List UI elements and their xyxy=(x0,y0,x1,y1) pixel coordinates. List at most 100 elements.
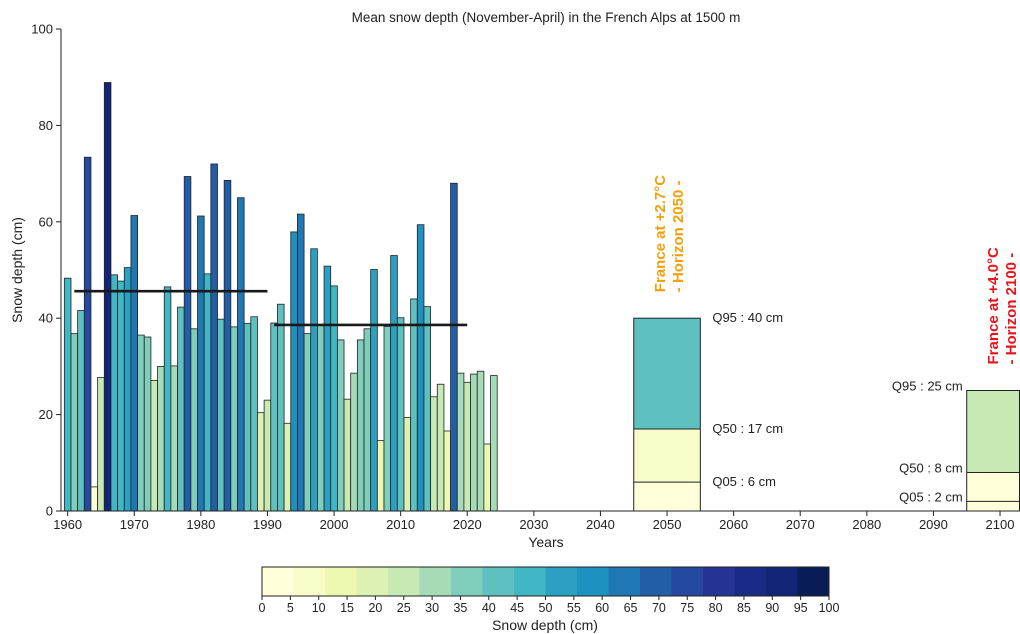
proj-2100-below-q05-box xyxy=(966,501,1020,511)
colorbar-swatch-6 xyxy=(451,567,483,596)
colorbar-tick-label-90: 90 xyxy=(765,601,779,615)
bar-1963 xyxy=(83,156,92,512)
y-tick-label-40: 40 xyxy=(39,311,53,326)
bar-2021 xyxy=(470,373,478,512)
colorbar: 0 5 10 15 20 25 30 35 40 45 50 55 60 65 70 75 80 85 90 95 10… xyxy=(259,566,840,615)
y-axis-label: Snow depth (cm) xyxy=(9,217,25,323)
bar-2017 xyxy=(443,430,451,512)
x-tick-label-2080: 2080 xyxy=(852,517,881,532)
proj-2050-below-q05-box xyxy=(633,482,701,511)
colorbar-swatch-7 xyxy=(482,567,515,596)
colorbar-swatch-4 xyxy=(388,567,420,596)
bar-2024 xyxy=(490,375,498,512)
bar-2001 xyxy=(336,339,345,512)
colorbar-swatch-12 xyxy=(640,567,672,596)
y-tick-label-100: 100 xyxy=(31,22,53,37)
bar-1980 xyxy=(197,215,205,512)
bar-2003 xyxy=(350,372,358,512)
bar-2002 xyxy=(343,398,352,512)
colorbar-tick-label-100: 100 xyxy=(819,601,840,615)
y-tick-label-80: 80 xyxy=(39,118,53,133)
bar-1992 xyxy=(277,303,285,512)
y-tick-label-60: 60 xyxy=(39,214,53,229)
bar-2009 xyxy=(390,255,398,512)
projection-boxes: Q95 : 40 cm Q50 : 17 cm Q05 : 6 cm France a… xyxy=(633,175,1020,512)
colorbar-tick-label-45: 45 xyxy=(510,601,524,615)
bar-1984 xyxy=(223,179,232,512)
colorbar-tick-label-50: 50 xyxy=(539,601,553,615)
x-tick-label-1970: 1970 xyxy=(120,517,149,532)
bar-2004 xyxy=(356,339,365,512)
bar-1964 xyxy=(90,486,99,512)
bar-1962 xyxy=(77,310,85,512)
bar-2000 xyxy=(330,285,338,512)
bar-2006 xyxy=(370,269,378,512)
chart-title: Mean snow depth (November-April) in the … xyxy=(352,10,741,25)
colorbar-tick-label-75: 75 xyxy=(680,601,694,615)
observed-bars xyxy=(63,82,498,512)
proj-2100-q50-q95-box xyxy=(966,390,1020,473)
bar-2014 xyxy=(423,306,432,512)
bar-1988 xyxy=(250,316,258,512)
bar-1970 xyxy=(130,215,138,512)
colorbar-swatch-10 xyxy=(577,567,609,596)
bar-1960 xyxy=(63,277,72,512)
colorbar-swatch-3 xyxy=(356,567,389,596)
colorbar-swatch-8 xyxy=(514,567,546,596)
colorbar-swatch-13 xyxy=(671,567,704,596)
colorbar-tick-label-25: 25 xyxy=(397,601,411,615)
colorbar-swatch-16 xyxy=(766,567,798,596)
colorbar-tick-label-95: 95 xyxy=(794,601,808,615)
colorbar-tick-label-30: 30 xyxy=(425,601,439,615)
bar-1986 xyxy=(237,197,245,512)
bar-1973 xyxy=(150,379,158,512)
proj-2050-q50-label: Q50 : 17 cm xyxy=(712,421,783,436)
colorbar-swatch-2 xyxy=(325,567,357,596)
proj-2100-q05-label: Q05 : 2 cm xyxy=(899,489,963,504)
bar-1966 xyxy=(103,82,112,512)
bar-1975 xyxy=(163,286,172,512)
bar-2005 xyxy=(363,328,372,512)
proj-2050-q05-q50-box xyxy=(633,429,701,483)
colorbar-tick-label-55: 55 xyxy=(567,601,581,615)
x-tick-label-1960: 1960 xyxy=(53,517,82,532)
colorbar-tick-label-10: 10 xyxy=(312,601,326,615)
bar-1997 xyxy=(310,248,318,512)
colorbar-tick-label-40: 40 xyxy=(482,601,496,615)
proj-2100-scenario-label: France at +4.0°C - Horizon 2100 - xyxy=(985,247,1020,364)
bar-2016 xyxy=(436,383,445,512)
bar-2010 xyxy=(396,317,405,512)
proj-2050-scenario-label: France at +2.7°C - Horizon 2050 - xyxy=(652,175,687,292)
x-tick-label-1990: 1990 xyxy=(253,517,282,532)
x-tick-label-2030: 2030 xyxy=(519,517,548,532)
bar-1965 xyxy=(97,377,105,512)
bar-1972 xyxy=(143,336,152,512)
colorbar-swatch-15 xyxy=(734,567,767,596)
proj-2100-q50-label: Q50 : 8 cm xyxy=(899,460,963,475)
bar-1987 xyxy=(243,323,252,512)
proj-2100-q05-q50-box xyxy=(966,472,1020,502)
proj-2050-q95-label: Q95 : 40 cm xyxy=(712,310,783,325)
bar-2015 xyxy=(430,396,438,512)
bar-1974 xyxy=(157,365,165,512)
x-tick-label-2100: 2100 xyxy=(986,517,1015,532)
colorbar-swatch-17 xyxy=(797,567,830,596)
colorbar-swatch-0 xyxy=(262,567,294,596)
bar-2023 xyxy=(483,443,491,512)
proj-2050-q50-q95-box xyxy=(633,318,701,430)
proj-2100-scenario-line2: - Horizon 2100 - xyxy=(1003,253,1020,365)
bar-1996 xyxy=(303,333,312,512)
colorbar-label: Snow depth (cm) xyxy=(492,617,598,633)
colorbar-tick-label-85: 85 xyxy=(737,601,751,615)
bar-2008 xyxy=(383,325,392,512)
colorbar-swatch-11 xyxy=(608,567,641,596)
bar-2019 xyxy=(456,372,465,512)
bar-1968 xyxy=(117,280,125,512)
colorbar-tick-label-15: 15 xyxy=(340,601,354,615)
colorbar-swatch-1 xyxy=(293,567,326,596)
bar-1976 xyxy=(170,365,178,512)
bar-1993 xyxy=(283,422,292,512)
bar-1998 xyxy=(316,325,325,512)
colorbar-swatch-9 xyxy=(545,567,578,596)
bar-1983 xyxy=(217,318,225,512)
